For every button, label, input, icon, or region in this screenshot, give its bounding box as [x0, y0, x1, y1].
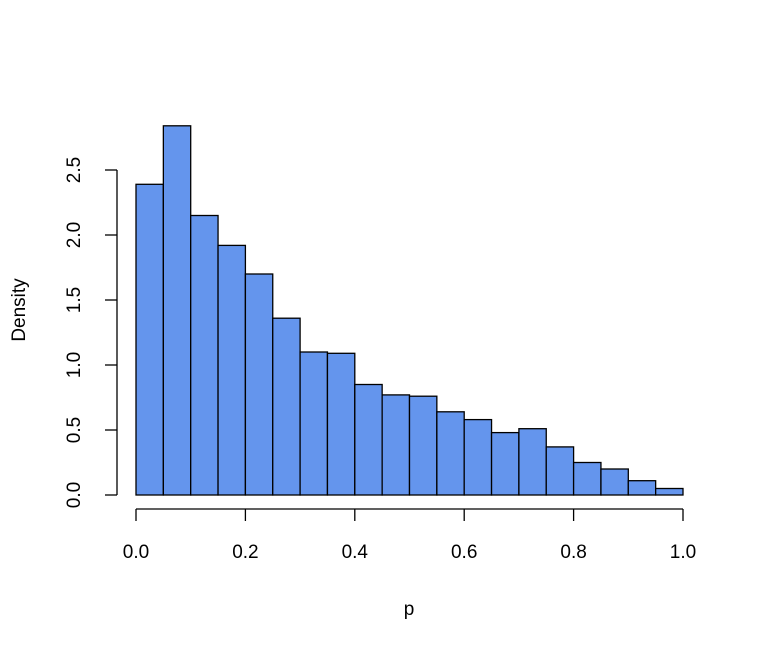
histogram-bar-3 — [190, 214, 219, 496]
histogram-bar-1 — [135, 183, 165, 496]
histogram-bar-10 — [381, 394, 411, 496]
histogram-bar-5 — [244, 273, 274, 496]
y-tick-label: 2.0 — [64, 222, 85, 248]
histogram-bar-9 — [354, 383, 383, 496]
histogram-bar-2 — [162, 125, 192, 496]
x-axis: 0.0 0.2 0.4 0.6 0.8 1.0 — [123, 508, 696, 563]
y-tick-label: 1.0 — [64, 352, 85, 378]
x-tick-label: 0.8 — [560, 542, 586, 563]
histogram-bar-6 — [272, 317, 301, 496]
bars-group — [135, 125, 684, 496]
histogram-bar-11 — [408, 395, 438, 496]
x-tick-label: 0.4 — [342, 542, 369, 563]
y-tick-label: 0.5 — [64, 417, 85, 443]
x-tick-label: 1.0 — [670, 542, 696, 563]
y-axis: 0.0 0.5 1.0 1.5 2.0 2.5 — [64, 157, 118, 508]
histogram-bar-20 — [655, 487, 684, 496]
y-tick-label: 1.5 — [64, 287, 85, 313]
histogram-bar-13 — [463, 418, 493, 496]
histogram-bar-12 — [436, 411, 465, 496]
y-tick-label: 0.0 — [64, 482, 85, 508]
histogram-bar-18 — [600, 468, 629, 496]
histogram-bar-7 — [299, 351, 329, 496]
histogram-bar-15 — [518, 428, 547, 496]
x-tick-label: 0.6 — [451, 542, 477, 563]
histogram-bar-19 — [627, 480, 657, 496]
histogram-bar-16 — [545, 446, 575, 496]
histogram-bar-17 — [572, 461, 602, 496]
y-tick-label: 2.5 — [64, 157, 85, 183]
x-axis-title: p — [404, 599, 415, 620]
x-tick-label: 0.2 — [232, 542, 258, 563]
y-axis-title: Density — [9, 278, 30, 342]
x-tick-label: 0.0 — [123, 542, 149, 563]
histogram-bar-8 — [326, 352, 356, 496]
histogram-bar-4 — [217, 244, 247, 496]
histogram-bar-14 — [490, 431, 520, 496]
